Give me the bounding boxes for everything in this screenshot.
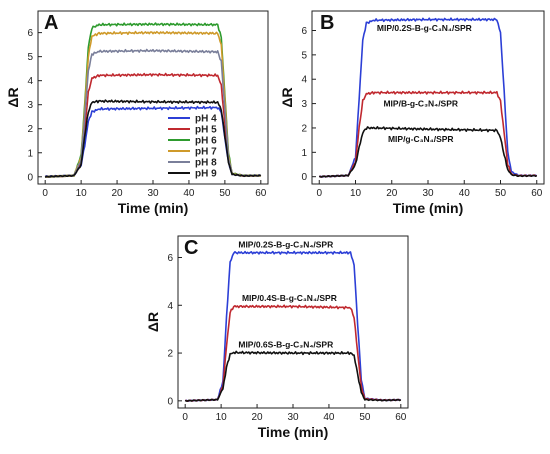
series-annotation: MIP/0.4S-B-g-C₃N₄/SPR (242, 293, 337, 303)
panel-b: 0 10 20 30 40 50 60 0 1 2 3 4 5 6 Time (min) ΔR B MIP/0.2… (279, 10, 545, 216)
legend-label: pH 6 (195, 136, 217, 147)
series-annotation: MIP/0.6S-B-g-C₃N₄/SPR (238, 340, 333, 350)
x-tick-label: 50 (495, 188, 507, 199)
y-tick-label: 2 (167, 349, 173, 360)
panel-c: 0 10 20 30 40 50 60 0 2 4 6 Time (min) ΔR C MIP/0.2S-B… (145, 235, 409, 440)
series-annotation: MIP/0.2S-B-g-C₃N₄/SPR (238, 239, 333, 249)
legend-label: pH 5 (195, 125, 217, 136)
legend-label: pH 8 (195, 158, 217, 169)
legend-label: pH 7 (195, 147, 217, 158)
x-tick-label: 10 (216, 412, 228, 423)
y-axis-title: ΔR (145, 312, 161, 332)
y-tick-label: 3 (301, 99, 307, 110)
panel-letter: C (184, 237, 198, 259)
y-tick-label: 5 (301, 50, 307, 61)
y-tick-label: 1 (301, 148, 307, 159)
y-tick-label: 6 (167, 253, 173, 264)
y-tick-label: 4 (27, 76, 33, 87)
x-tick-label: 50 (359, 412, 371, 423)
y-tick-label: 4 (301, 75, 307, 86)
y-tick-label: 3 (27, 100, 33, 111)
y-tick-label: 6 (301, 26, 307, 37)
y-tick-label: 1 (27, 148, 33, 159)
y-tick-label: 6 (27, 28, 33, 39)
y-tick-label: 5 (27, 52, 33, 63)
x-tick-label: 30 (287, 412, 299, 423)
x-tick-label: 50 (219, 188, 231, 199)
x-tick-label: 0 (316, 188, 322, 199)
legend: pH 4pH 5pH 6pH 7pH 8pH 9 (168, 114, 217, 180)
x-tick-label: 40 (459, 188, 471, 199)
series-annotation: MIP/B-g-C₃N₄/SPR (383, 99, 458, 109)
x-tick-label: 30 (147, 188, 159, 199)
series-annotation: MIP/0.2S-B-g-C₃N₄/SPR (377, 23, 472, 33)
series-line (318, 126, 538, 178)
x-tick-label: 40 (183, 188, 195, 199)
x-tick-label: 10 (350, 188, 362, 199)
x-tick-label: 40 (323, 412, 335, 423)
y-tick-label: 4 (167, 301, 173, 312)
x-tick-label: 60 (531, 188, 543, 199)
x-tick-label: 30 (422, 188, 434, 199)
y-tick-label: 2 (301, 123, 307, 134)
series-line (184, 350, 402, 402)
plot-frame (37, 10, 269, 185)
x-tick-label: 0 (42, 188, 48, 199)
x-tick-label: 60 (255, 188, 267, 199)
x-axis-title: Time (min) (393, 200, 464, 216)
panel-letter: A (44, 12, 58, 34)
plot-frame (177, 235, 409, 409)
y-tick-label: 0 (27, 172, 33, 183)
series-annotation: MIP/g-C₃N₄/SPR (388, 134, 454, 144)
x-tick-label: 10 (76, 188, 88, 199)
x-tick-label: 20 (252, 412, 264, 423)
y-axis-title: ΔR (279, 87, 295, 107)
x-axis-title: Time (min) (258, 424, 329, 440)
x-tick-label: 0 (182, 412, 188, 423)
series-line (44, 99, 262, 178)
y-tick-label: 0 (301, 172, 307, 183)
x-tick-label: 20 (112, 188, 124, 199)
y-tick-label: 0 (167, 396, 173, 407)
x-axis-title: Time (min) (118, 200, 189, 216)
x-tick-label: 60 (395, 412, 407, 423)
panel-letter: B (320, 12, 334, 34)
y-axis-title: ΔR (5, 87, 21, 107)
x-tick-label: 20 (386, 188, 398, 199)
legend-label: pH 9 (195, 169, 217, 180)
plot-frame (311, 10, 545, 185)
legend-label: pH 4 (195, 114, 217, 125)
y-tick-label: 2 (27, 124, 33, 135)
